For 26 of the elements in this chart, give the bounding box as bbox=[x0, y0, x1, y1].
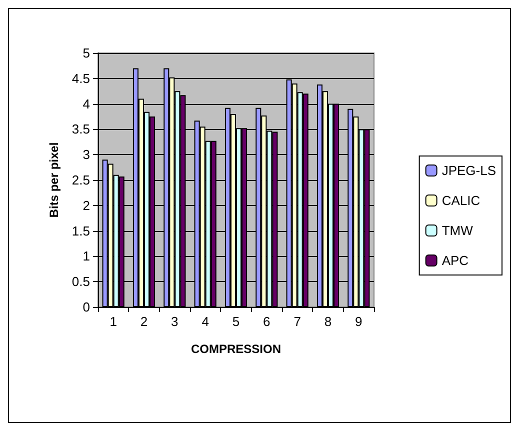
y-tick-label: 1 bbox=[82, 248, 90, 264]
x-tick-label: 3 bbox=[171, 314, 178, 329]
x-tick-label: 9 bbox=[355, 314, 362, 329]
y-tick-label: 5 bbox=[82, 46, 90, 60]
x-tick-label: 2 bbox=[140, 314, 148, 329]
legend-label: JPEG-LS bbox=[442, 163, 496, 178]
y-tick-label: 4 bbox=[82, 96, 90, 112]
y-tick-label: 1.5 bbox=[72, 223, 90, 238]
x-tick-label: 7 bbox=[294, 314, 301, 329]
y-tick-label: 2 bbox=[82, 198, 90, 213]
x-tick-label: 6 bbox=[263, 314, 270, 329]
legend-label: TMW bbox=[442, 223, 474, 238]
y-tick-label: 3 bbox=[82, 147, 90, 162]
x-tick-label: 4 bbox=[202, 314, 209, 329]
legend-label: CALIC bbox=[442, 193, 480, 208]
y-tick-label: 0.5 bbox=[72, 274, 90, 290]
y-tick-label: 2.5 bbox=[72, 172, 90, 188]
x-tick-label: 5 bbox=[232, 314, 240, 329]
legend-label: APC bbox=[442, 253, 469, 268]
x-axis-title: COMPRESSION bbox=[190, 342, 282, 356]
x-tick-label: 1 bbox=[110, 314, 117, 329]
y-tick-label: 3.5 bbox=[72, 122, 90, 137]
y-axis-title: Bits per pixel bbox=[47, 142, 61, 218]
x-tick-label: 8 bbox=[324, 314, 332, 329]
y-tick-label: 4.5 bbox=[72, 70, 90, 86]
y-tick-label: 0 bbox=[82, 300, 90, 314]
